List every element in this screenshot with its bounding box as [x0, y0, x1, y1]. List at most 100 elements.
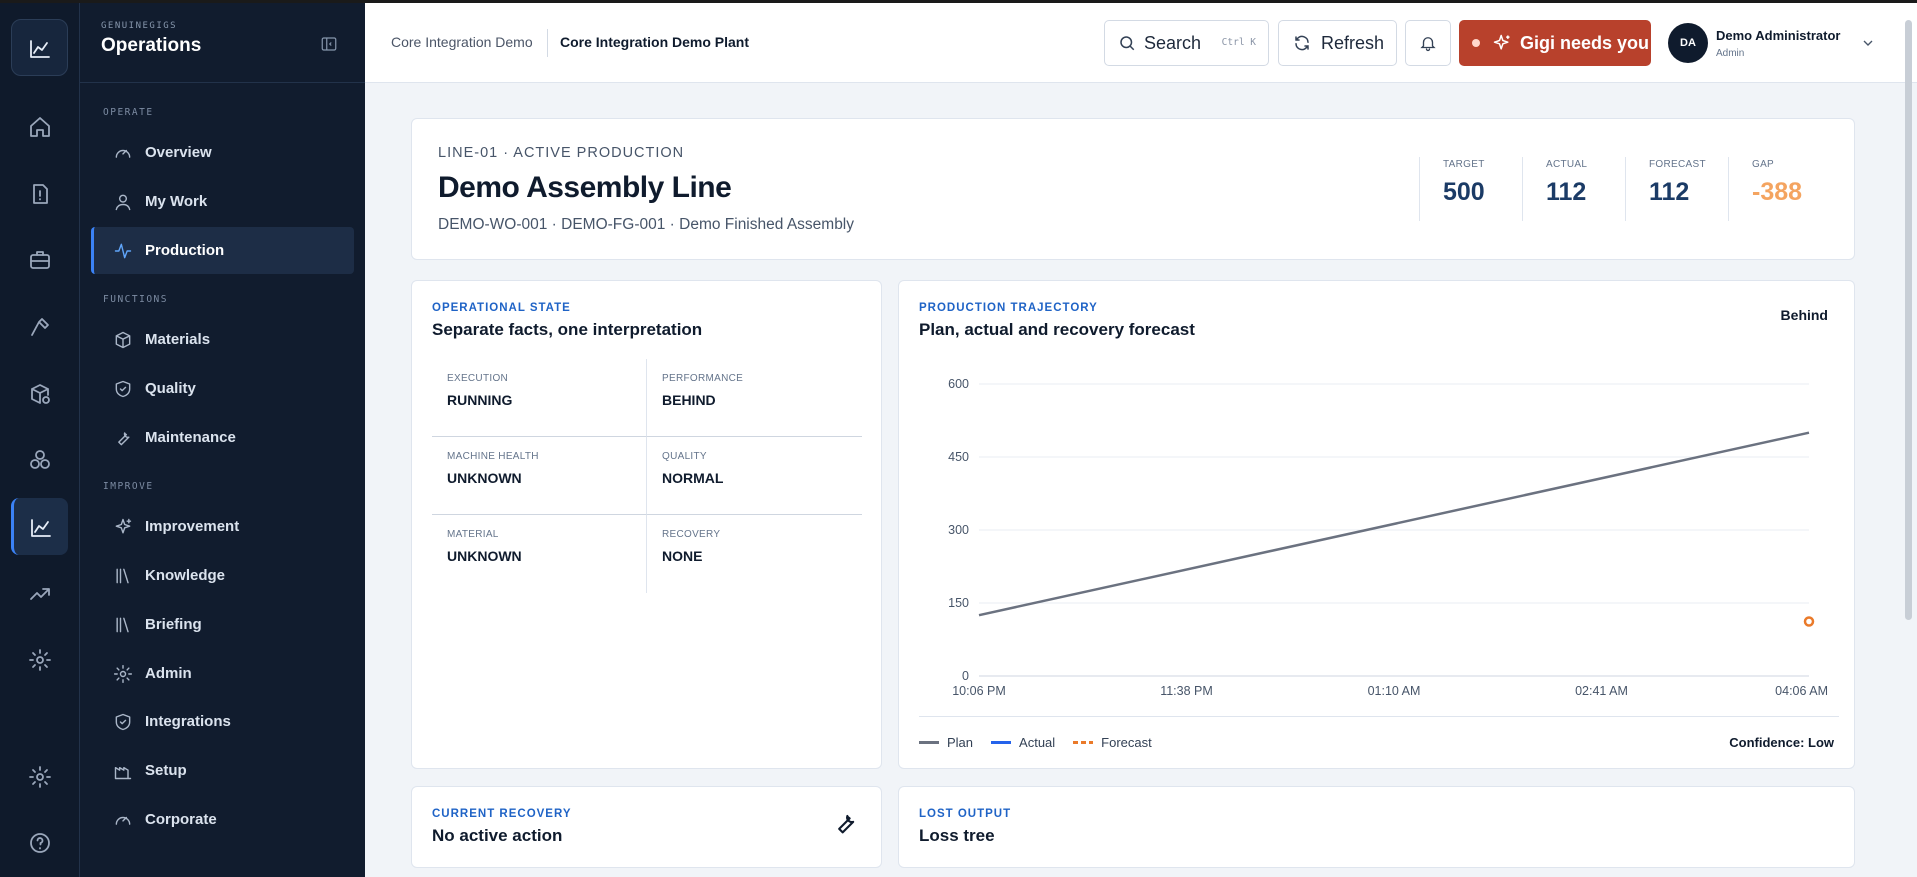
nav-item-label: Corporate [145, 811, 217, 828]
nav-item-label: Admin [145, 665, 192, 682]
rail-alerts[interactable] [11, 165, 68, 222]
state-material: MATERIAL UNKNOWN [432, 515, 647, 593]
legend-label: Plan [947, 735, 974, 750]
rail-tools[interactable] [11, 298, 68, 355]
app-logo[interactable] [11, 19, 68, 76]
y-tick-label: 450 [948, 450, 969, 464]
refresh-button[interactable]: Refresh [1278, 20, 1397, 66]
kpi-label: TARGET [1443, 159, 1485, 170]
rail-help[interactable] [11, 814, 68, 871]
user-role: Admin [1716, 48, 1745, 59]
rail-trends[interactable] [11, 565, 68, 622]
avatar[interactable]: DA [1668, 23, 1708, 63]
trajectory-chart: 0 150 300 450 600 10:06 PM 11:38 PM 01:10 AM 02:… [948, 377, 1828, 698]
y-tick-label: 0 [962, 669, 969, 683]
operational-state-card: OPERATIONAL STATE Separate facts, one in… [411, 280, 882, 769]
nav-item-maintenance[interactable]: Maintenance [91, 414, 354, 461]
rail-work[interactable] [11, 231, 68, 288]
kpi-value: 500 [1443, 178, 1485, 206]
nav-item-quality[interactable]: Quality [91, 365, 354, 412]
search-shortcut: Ctrl K [1221, 37, 1256, 48]
nav-item-corporate[interactable]: Corporate [91, 796, 354, 843]
brand-title: Operations [101, 35, 202, 56]
file-alert-icon [32, 183, 48, 204]
brand-company: GENUINEGIGS [101, 21, 178, 31]
kpi-value: 112 [1649, 178, 1690, 206]
nav-item-label: Improvement [145, 518, 240, 535]
state-value: UNKNOWN [447, 470, 522, 486]
panel-left-icon [321, 37, 337, 51]
rail-inventory[interactable] [11, 365, 68, 422]
nav-item-label: Quality [145, 380, 196, 397]
shield-check-icon [115, 380, 131, 397]
card-eyebrow: PRODUCTION TRAJECTORY [919, 302, 1098, 314]
legend-swatch [919, 741, 939, 744]
rail-components[interactable] [11, 431, 68, 488]
rail-preferences[interactable] [11, 748, 68, 805]
state-quality: QUALITY NORMAL [647, 437, 862, 515]
bell-icon [1420, 37, 1436, 52]
nav-item-admin[interactable]: Admin [91, 650, 354, 697]
page-scrollbar[interactable] [1905, 20, 1912, 620]
user-icon [115, 194, 131, 210]
refresh-icon [1295, 35, 1309, 51]
gear-icon [28, 765, 51, 788]
legend-item-forecast: Forecast [1073, 735, 1152, 750]
state-recovery: RECOVERY NONE [647, 515, 862, 593]
library-icon [116, 617, 129, 632]
state-execution: EXECUTION RUNNING [432, 359, 647, 437]
production-trajectory-card: 0 150 300 450 600 10:06 PM 11:38 PM 01:10 AM 02:… [898, 280, 1855, 769]
hammer-icon [30, 317, 49, 336]
x-tick-label: 01:10 AM [1368, 684, 1421, 698]
search-button[interactable]: Search Ctrl K [1104, 20, 1269, 66]
library-icon [116, 568, 129, 583]
nav-item-setup[interactable]: Setup [91, 747, 354, 794]
state-value: UNKNOWN [447, 548, 522, 564]
kpi-label: FORECAST [1649, 159, 1706, 170]
collapse-sidebar-button[interactable] [318, 33, 340, 55]
brand-block: GENUINEGIGS Operations [101, 21, 201, 57]
card-eyebrow: CURRENT RECOVERY [432, 808, 572, 820]
y-tick-label: 600 [948, 377, 969, 391]
nav-item-label: My Work [145, 193, 208, 210]
nav-item-overview[interactable]: Overview [91, 129, 354, 176]
factory-icon [31, 518, 51, 537]
x-tick-label: 11:38 PM [1160, 684, 1213, 698]
work-order-subtitle: DEMO-WO-001 · DEMO-FG-001 · Demo Finishe… [438, 216, 855, 233]
lost-output-card: LOST OUTPUT Loss tree [898, 786, 1855, 868]
search-icon [1120, 36, 1135, 51]
nav-sidebar: GENUINEGIGS Operations OPERATE Overview … [80, 3, 365, 877]
breadcrumb-parent[interactable]: Core Integration Demo [391, 34, 533, 50]
state-label: PERFORMANCE [662, 373, 744, 384]
alert-dot [1472, 39, 1480, 47]
user-name[interactable]: Demo Administrator [1716, 28, 1841, 43]
rail-production[interactable] [11, 498, 68, 555]
factory-logo-icon [29, 39, 50, 58]
icon-rail [0, 3, 80, 877]
search-label: Search [1144, 32, 1202, 53]
gigi-alert-button[interactable]: Gigi needs you [1459, 20, 1651, 66]
state-value: BEHIND [662, 392, 716, 408]
legend-swatch [1073, 741, 1094, 744]
section-improve: IMPROVE [103, 481, 154, 492]
sparkles-icon [1493, 34, 1510, 50]
nav-item-improvement[interactable]: Improvement [91, 503, 354, 550]
nav-item-production[interactable]: Production [91, 227, 354, 274]
rail-home[interactable] [11, 98, 68, 155]
notifications-button[interactable] [1405, 20, 1451, 66]
nav-item-knowledge[interactable]: Knowledge [91, 552, 354, 599]
sparkles-icon [115, 518, 132, 534]
user-menu-toggle[interactable] [1860, 35, 1876, 51]
legend-divider [919, 716, 1839, 717]
briefcase-icon [29, 250, 50, 269]
nav-item-briefing[interactable]: Briefing [91, 601, 354, 648]
refresh-label: Refresh [1321, 32, 1385, 53]
nav-item-materials[interactable]: Materials [91, 316, 354, 363]
nav-item-label: Integrations [145, 713, 231, 730]
card-title: Loss tree [919, 826, 995, 845]
nav-item-integrations[interactable]: Integrations [91, 698, 354, 745]
legend-label: Forecast [1101, 735, 1152, 750]
nav-item-my-work[interactable]: My Work [91, 178, 354, 225]
rail-settings[interactable] [11, 631, 68, 688]
legend-label: Actual [1019, 735, 1056, 750]
